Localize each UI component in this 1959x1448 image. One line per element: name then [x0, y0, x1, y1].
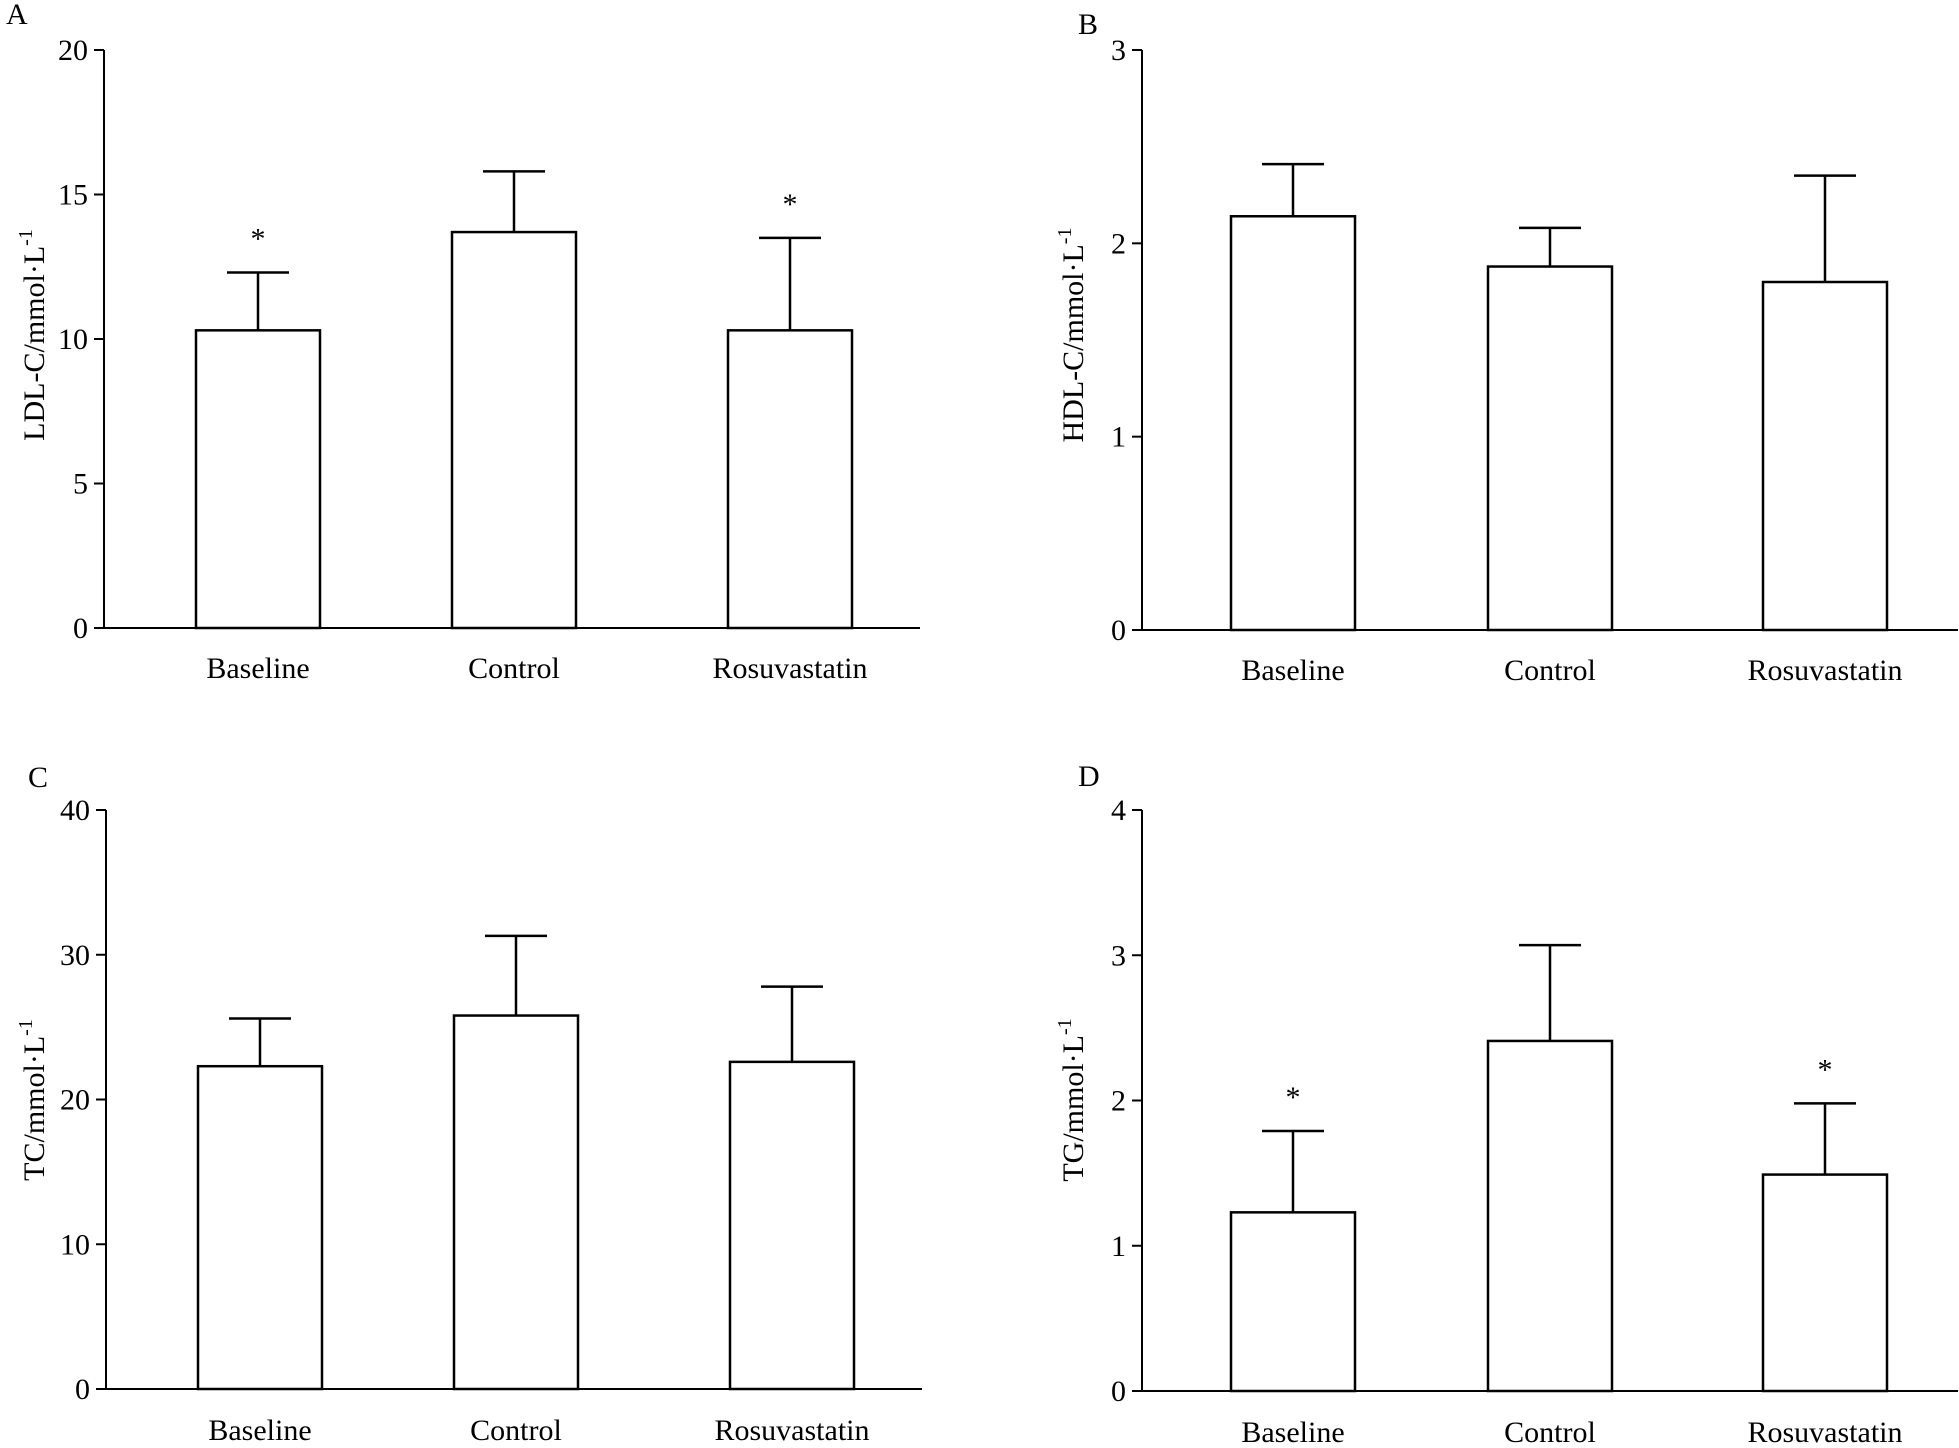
x-category-label: Rosuvastatin — [713, 652, 868, 685]
x-category-label: Rosuvastatin — [1748, 1416, 1903, 1448]
chart-panel-a: A 0 5 10 15 20 LDL-C/mmol·L-1 * Baseline Control *… — [6, 0, 920, 685]
chart-panel-c: C 0 10 20 30 40 TC/mmol·L-1 Baseline Control Rosu… — [15, 761, 922, 1447]
y-tick-label: 0 — [73, 612, 88, 645]
y-tick-label: 30 — [60, 939, 90, 972]
significance-marker: * — [1286, 1081, 1301, 1114]
y-tick-label: 40 — [60, 794, 90, 827]
y-tick-label: 2 — [1111, 227, 1126, 260]
x-category-label: Control — [1504, 654, 1596, 687]
bar-rosuvastatin — [726, 329, 854, 630]
y-axis-label: LDL-C/mmol·L-1 — [15, 229, 51, 441]
y-tick-label: 0 — [75, 1373, 90, 1406]
significance-marker: * — [1818, 1053, 1833, 1086]
y-tick-label: 10 — [58, 323, 88, 356]
bar-control — [450, 230, 578, 630]
y-tick-label: 1 — [1111, 1230, 1126, 1263]
bar-rosuvastatin — [1761, 280, 1889, 632]
y-axis-label: HDL-C/mmol·L-1 — [1054, 228, 1090, 443]
x-category-label: Baseline — [1241, 1416, 1344, 1448]
y-tick-label: 0 — [1111, 614, 1126, 647]
y-axis-label: TC/mmol·L-1 — [15, 1019, 51, 1181]
y-tick-label: 20 — [60, 1084, 90, 1117]
chart-panel-b: B 0 1 2 3 HDL-C/mmol·L-1 Baseline Control Rosuva… — [1054, 8, 1958, 687]
bar-rosuvastatin — [1761, 1173, 1889, 1393]
y-tick-label: 10 — [60, 1228, 90, 1261]
y-axis-label: TG/mmol·L-1 — [1054, 1018, 1090, 1181]
x-category-label: Control — [468, 652, 560, 685]
bar-control — [452, 1014, 580, 1391]
significance-marker: * — [251, 223, 266, 256]
bar-baseline — [196, 1064, 324, 1391]
x-category-label: Control — [1504, 1416, 1596, 1448]
x-category-label: Baseline — [1241, 654, 1344, 687]
y-tick-label: 20 — [58, 34, 88, 67]
significance-marker: * — [783, 188, 798, 221]
panel-letter: D — [1078, 760, 1100, 793]
bar-control — [1486, 265, 1614, 632]
y-tick-label: 3 — [1111, 34, 1126, 67]
y-tick-label: 0 — [1111, 1375, 1126, 1408]
bar-baseline — [1229, 215, 1357, 632]
bar-control — [1486, 1039, 1614, 1393]
panel-letter: C — [28, 761, 48, 794]
y-tick-label: 4 — [1111, 794, 1126, 827]
bar-baseline — [194, 329, 322, 630]
y-tick-label: 5 — [73, 468, 88, 501]
chart-panel-d: D 0 1 2 3 4 TG/mmol·L-1 * Baseline Control * Rosuva… — [1054, 760, 1958, 1448]
x-category-label: Control — [470, 1414, 562, 1447]
y-tick-label: 1 — [1111, 421, 1126, 454]
y-tick-label: 15 — [58, 179, 88, 212]
x-category-label: Rosuvastatin — [715, 1414, 870, 1447]
bar-baseline — [1229, 1211, 1357, 1393]
y-tick-label: 2 — [1111, 1085, 1126, 1118]
y-tick-label: 3 — [1111, 939, 1126, 972]
x-category-label: Baseline — [208, 1414, 311, 1447]
x-category-label: Baseline — [206, 652, 309, 685]
panel-letter: A — [6, 0, 28, 31]
bar-rosuvastatin — [728, 1060, 856, 1391]
x-category-label: Rosuvastatin — [1748, 654, 1903, 687]
panel-letter: B — [1078, 8, 1098, 41]
